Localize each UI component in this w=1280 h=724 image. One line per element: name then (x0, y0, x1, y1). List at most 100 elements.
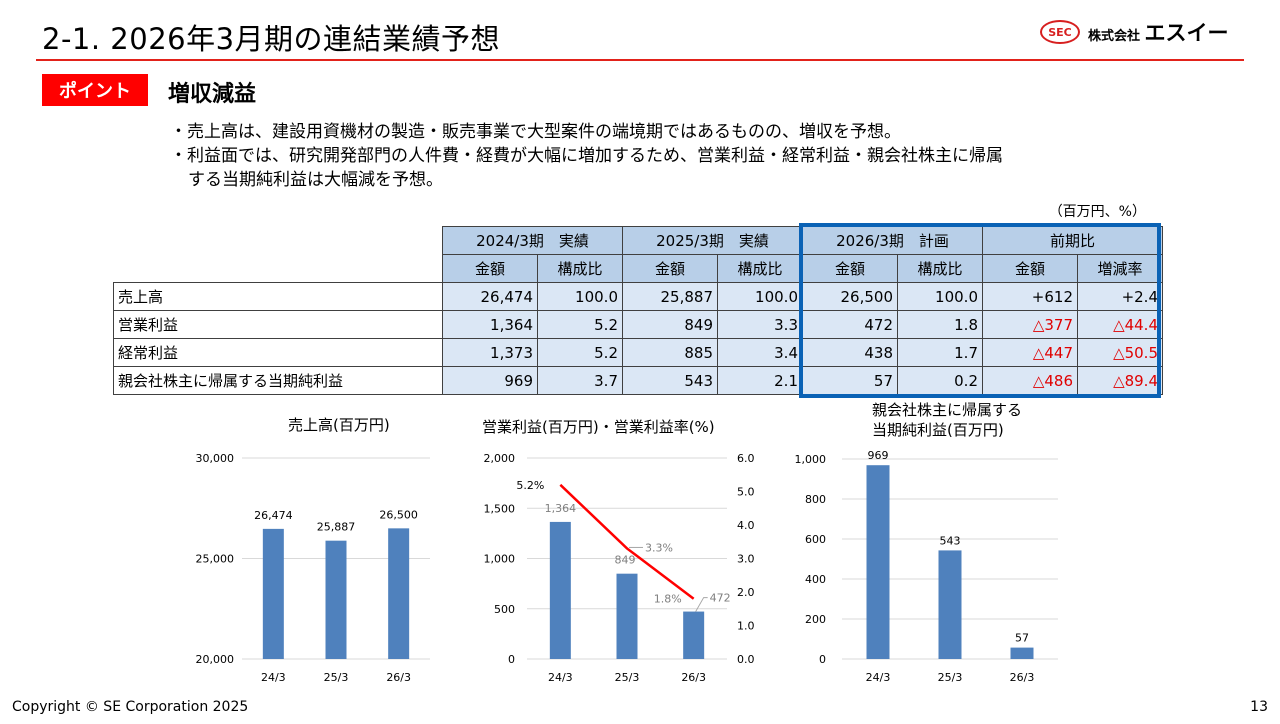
data-label: 26,474 (254, 509, 292, 522)
table-cell: 100.0 (897, 282, 983, 311)
table-cell: 472 (802, 310, 898, 339)
table-cell: 1.7 (897, 338, 983, 367)
y-tick-label: 400 (805, 573, 826, 586)
header-yoy: 前期比 (982, 226, 1163, 255)
bar (549, 521, 571, 659)
data-label: 543 (940, 534, 961, 547)
logo-mark: SEC (1040, 20, 1080, 44)
table-cell: 849 (622, 310, 718, 339)
results-table: 2024/3期 実績 2025/3期 実績 2026/3期 計画 前期比 金額 … (113, 226, 1163, 395)
x-tick-label: 26/3 (386, 671, 411, 684)
x-tick-label: 24/3 (866, 671, 891, 684)
y-tick-label: 0 (819, 653, 826, 666)
table-cell: 1.8 (897, 310, 983, 339)
company-logo: SEC 株式会社 エスイー (1040, 18, 1229, 46)
table-cell: △44.4 (1077, 310, 1163, 339)
y-tick-label: 2,000 (484, 452, 516, 465)
bar (938, 550, 962, 659)
x-tick-label: 25/3 (938, 671, 963, 684)
bar (325, 540, 347, 659)
data-label: 26,500 (379, 508, 418, 521)
table-cell: 26,474 (442, 282, 538, 311)
sub-header: 金額 (622, 254, 718, 283)
table-cell: △486 (982, 366, 1078, 395)
y-tick-label: 25,000 (196, 553, 235, 566)
table-cell: 100.0 (537, 282, 623, 311)
table-cell: 5.2 (537, 338, 623, 367)
table-cell: 26,500 (802, 282, 898, 311)
data-label: 969 (868, 449, 889, 462)
table-cell: 3.7 (537, 366, 623, 395)
y-tick-label: 20,000 (196, 653, 235, 666)
logo-text: 株式会社 エスイー (1088, 17, 1229, 47)
chart-title-net: 親会社株主に帰属する 当期純利益(百万円) (872, 400, 1022, 440)
header-fy2025: 2025/3期 実績 (622, 226, 803, 255)
table-cell: 1,373 (442, 338, 538, 367)
x-tick-label: 26/3 (1010, 671, 1035, 684)
leader-line (695, 597, 708, 612)
table-row: 売上高 26,474 100.0 25,887 100.0 26,500 100… (113, 282, 1163, 311)
bar (1010, 647, 1034, 659)
y2-tick-label: 2.0 (737, 586, 755, 599)
point-heading: 増収減益 (168, 82, 257, 107)
table-cell: 1,364 (442, 310, 538, 339)
table-cell: 543 (622, 366, 718, 395)
x-tick-label: 26/3 (681, 671, 706, 684)
table-corner (113, 226, 443, 255)
table-cell: △377 (982, 310, 1078, 339)
row-label: 親会社株主に帰属する当期純利益 (113, 366, 443, 395)
table-cell: +612 (982, 282, 1078, 311)
bar (388, 528, 410, 659)
row-label: 営業利益 (113, 310, 443, 339)
chart-title-net-line2: 当期純利益(百万円) (872, 421, 1004, 439)
row-label: 売上高 (113, 282, 443, 311)
logo-small-text: 株式会社 (1088, 29, 1141, 44)
y-tick-label: 0 (508, 653, 515, 666)
logo-big-text: エスイー (1144, 21, 1229, 45)
bar (616, 573, 638, 659)
table-cell: 5.2 (537, 310, 623, 339)
chart-title-operating: 営業利益(百万円)・営業利益率(%) (482, 418, 715, 436)
y2-tick-label: 3.0 (737, 553, 755, 566)
y2-tick-label: 0.0 (737, 653, 755, 666)
table-cell: 0.2 (897, 366, 983, 395)
bullet-profit-continued: する当期純利益は大幅減を予想。 (188, 170, 443, 190)
data-label: 25,887 (317, 521, 356, 534)
data-label: 1,364 (545, 502, 577, 515)
table-corner (113, 254, 443, 283)
title-divider (36, 59, 1244, 61)
y2-tick-label: 6.0 (737, 452, 755, 465)
table-row: 親会社株主に帰属する当期純利益 969 3.7 543 2.1 57 0.2 △… (113, 366, 1163, 395)
net-income-bar-chart: 0 200 400 600 800 1,000 969 24/3 543 25/3 57 26/3 (795, 449, 1058, 684)
table-cell: 3.3 (717, 310, 803, 339)
copyright: Copyright © SE Corporation 2025 (12, 699, 249, 715)
row-label: 経常利益 (113, 338, 443, 367)
point-badge: ポイント (42, 74, 148, 106)
data-label: 472 (710, 592, 731, 605)
y2-tick-label: 5.0 (737, 486, 755, 499)
table-cell: △89.4 (1077, 366, 1163, 395)
sub-header: 増減率 (1077, 254, 1163, 283)
y-tick-label: 800 (805, 493, 826, 506)
sales-bar-chart: 20,000 25,000 30,000 26,474 24/3 25,887 25/3 26… (196, 452, 430, 684)
table-cell: 25,887 (622, 282, 718, 311)
y-tick-label: 1,500 (484, 502, 516, 515)
header-fy2026-plan: 2026/3期 計画 (802, 226, 983, 255)
bullet-sales: ・売上高は、建設用資機材の製造・販売事業で大型案件の端境期ではあるものの、増収を… (170, 122, 901, 142)
y-tick-label: 500 (494, 603, 515, 616)
table-group-header-row: 2024/3期 実績 2025/3期 実績 2026/3期 計画 前期比 (113, 226, 1163, 255)
bar (262, 528, 284, 659)
x-tick-label: 24/3 (548, 671, 573, 684)
line-label: 5.2% (516, 479, 544, 492)
table-cell: +2.4 (1077, 282, 1163, 311)
table-cell: 57 (802, 366, 898, 395)
line-label: 3.3% (645, 541, 673, 554)
bullet-profit: ・利益面では、研究開発部門の人件費・経費が大幅に増加するため、営業利益・経常利益… (170, 146, 1003, 166)
operating-profit-chart: 0 500 1,000 1,500 2,000 0.0 1.0 2.0 3.0 4.0 5.0 6.0… (484, 452, 755, 684)
table-cell: 2.1 (717, 366, 803, 395)
chart-title-sales: 売上高(百万円) (288, 416, 390, 434)
x-tick-label: 25/3 (615, 671, 640, 684)
sub-header: 構成比 (537, 254, 623, 283)
table-sub-header-row: 金額 構成比 金額 構成比 金額 構成比 金額 増減率 (113, 254, 1163, 283)
table-cell: △447 (982, 338, 1078, 367)
